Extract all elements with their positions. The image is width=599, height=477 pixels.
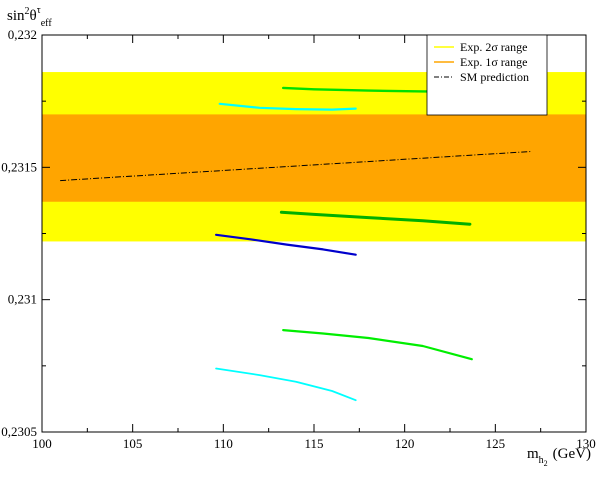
series-line-3 <box>279 210 472 226</box>
x-tick-label: 105 <box>123 436 143 451</box>
x-tick-label: 125 <box>486 436 506 451</box>
legend-label-2sigma: Exp. 2σ range <box>460 40 527 54</box>
y-axis-title-theta: θ <box>30 8 37 24</box>
x-axis-title-unit: (GeV) <box>553 446 591 462</box>
y-tick-label: 0,2305 <box>1 424 37 439</box>
x-tick-label: 120 <box>395 436 415 451</box>
x-axis-title-sub: h <box>539 455 544 466</box>
sm-layer <box>60 150 532 182</box>
tick-labels-layer: 100 105 110 115 120 125 130 0,2305 0,231 0,2315 0,… <box>1 27 596 451</box>
legend-label-1sigma: Exp. 1σ range <box>460 55 527 69</box>
y-axis-title-sub: eff <box>41 18 53 29</box>
x-tick-label: 110 <box>214 436 233 451</box>
legend: Exp. 2σ range Exp. 1σ range SM predictio… <box>426 34 548 116</box>
y-tick-label: 0,232 <box>8 27 37 42</box>
series-line-6 <box>215 367 357 402</box>
y-tick-label: 0,2315 <box>1 159 37 174</box>
legend-box <box>426 34 548 116</box>
series-line-1 <box>218 102 357 111</box>
series-line-4 <box>215 233 357 256</box>
legend-label-sm: SM prediction <box>460 70 529 84</box>
x-tick-label: 130 <box>576 436 596 451</box>
series-line-5 <box>282 329 473 361</box>
y-axis-title-thetasup: τ <box>37 5 41 16</box>
x-axis-title-main: m <box>527 446 539 462</box>
y-tick-label: 0,231 <box>8 292 37 307</box>
x-axis-title-subsub: 2 <box>544 459 548 468</box>
x-tick-label: 115 <box>304 436 323 451</box>
y-axis-title-main: sin <box>7 8 25 24</box>
x-axis-title: mh2 (GeV) <box>527 446 591 468</box>
band-1sigma <box>42 114 586 202</box>
x-tick-label: 100 <box>32 436 52 451</box>
y-axis-title-sup: 2 <box>25 6 30 17</box>
sm-prediction-line <box>60 150 532 182</box>
y-axis-title: sin2θτeff <box>7 5 52 29</box>
